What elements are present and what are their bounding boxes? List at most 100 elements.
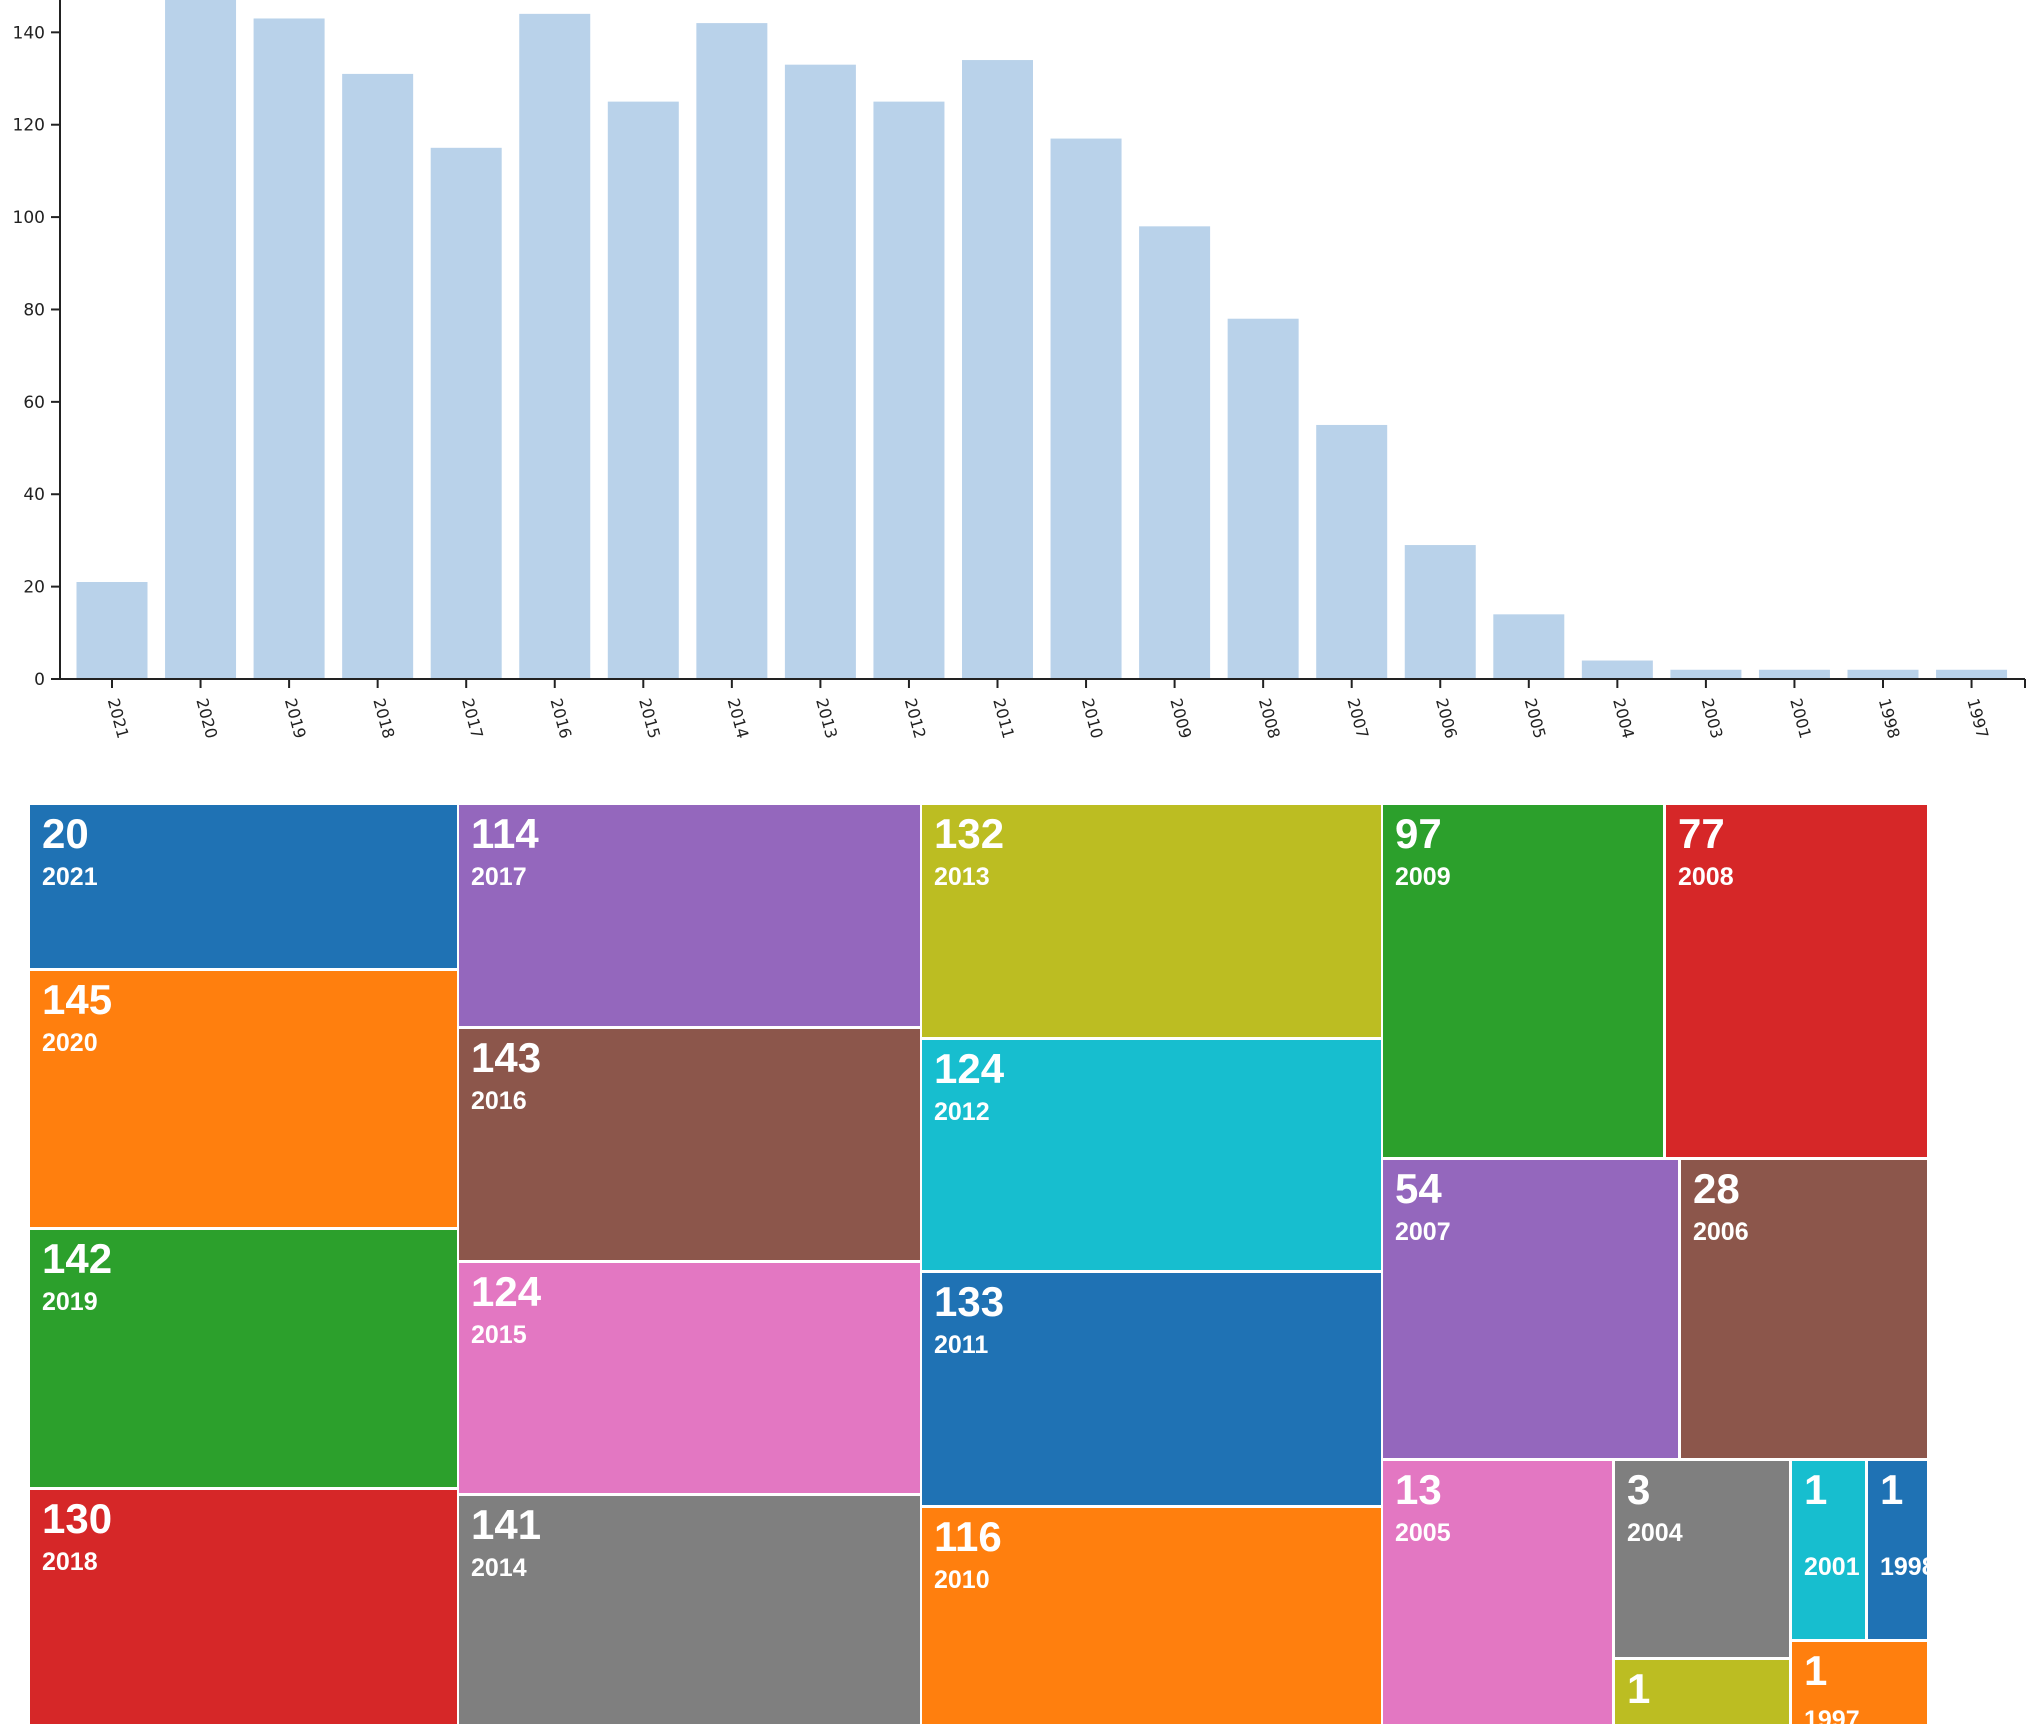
treemap-cell-1998: 1 1998 xyxy=(1868,1461,1927,1639)
treemap-cell-2013: 132 2013 xyxy=(922,805,1381,1037)
treemap-cell-value: 133 xyxy=(934,1278,1005,1325)
x-tick-label-2001: 2001 xyxy=(1786,696,1815,740)
x-tick-label-2008: 2008 xyxy=(1255,696,1284,740)
treemap: 20 2021 145 2020 142 2019 130 2018 114 2017 143 201… xyxy=(0,795,2030,1724)
x-tick-label-2019: 2019 xyxy=(281,696,310,740)
treemap-cell-year: 2008 xyxy=(1678,863,1734,891)
treemap-cell-year: 2001 xyxy=(1804,1553,1860,1581)
y-tick-label-40: 40 xyxy=(23,485,45,505)
bar-2003 xyxy=(1670,669,1742,679)
treemap-cell-value: 97 xyxy=(1395,810,1442,857)
x-tick-label-2017: 2017 xyxy=(458,696,487,740)
treemap-cell-value: 1 xyxy=(1804,1647,1828,1694)
treemap-cell-2003: 12003 xyxy=(1615,1660,1789,1724)
treemap-cell-2009: 97 2009 xyxy=(1383,805,1663,1157)
bar-2004 xyxy=(1581,660,1653,679)
treemap-cell-year: 2018 xyxy=(42,1548,98,1576)
x-tick-label-2003: 2003 xyxy=(1698,696,1727,740)
treemap-cell-year: 2019 xyxy=(42,1288,98,1316)
y-tick-label-20: 20 xyxy=(23,578,45,598)
treemap-cell-2012: 124 2012 xyxy=(922,1040,1381,1270)
treemap-cell-year: 2009 xyxy=(1395,863,1451,891)
treemap-cell-year: 2014 xyxy=(471,1554,527,1582)
treemap-cell-year: 2015 xyxy=(471,1321,527,1349)
bar-2013 xyxy=(784,64,856,679)
bar-1997 xyxy=(1936,669,2008,679)
y-tick-label-120: 120 xyxy=(13,116,45,136)
x-tick-label-2014: 2014 xyxy=(724,696,753,740)
treemap-cell-value: 28 xyxy=(1693,1165,1740,1212)
x-tick-label-1997: 1997 xyxy=(1963,696,1992,740)
treemap-cell-2006: 28 2006 xyxy=(1681,1160,1927,1458)
x-tick-label-2015: 2015 xyxy=(635,696,664,740)
treemap-cell-2017: 114 2017 xyxy=(459,805,920,1026)
treemap-cell-2016: 143 2016 xyxy=(459,1029,920,1260)
bar-2016 xyxy=(519,13,591,680)
treemap-cell-value: 1 xyxy=(1880,1466,1904,1513)
treemap-cell-value: 116 xyxy=(934,1513,1002,1560)
x-tick-label-2006: 2006 xyxy=(1432,696,1461,740)
treemap-cell-value: 77 xyxy=(1678,810,1725,857)
x-tick-label-2009: 2009 xyxy=(1166,696,1195,740)
bar-1998 xyxy=(1847,669,1919,679)
treemap-cell-value: 141 xyxy=(471,1501,542,1548)
treemap-cell-2004: 3 2004 xyxy=(1615,1461,1789,1657)
treemap-cell-2014: 141 2014 xyxy=(459,1496,920,1724)
treemap-cell-year: 2016 xyxy=(471,1087,527,1115)
treemap-cell-value: 13 xyxy=(1395,1466,1442,1513)
bar-2009 xyxy=(1139,226,1211,680)
treemap-cell-value: 124 xyxy=(471,1268,542,1315)
x-tick-label-2020: 2020 xyxy=(192,696,221,740)
bar-2019 xyxy=(253,18,325,679)
treemap-cell-value: 132 xyxy=(934,810,1005,857)
bar-2021 xyxy=(76,582,148,679)
treemap-cell-2018: 130 2018 xyxy=(30,1490,457,1724)
bar-2014 xyxy=(696,23,768,680)
bar-chart: 0 20 40 60 80 100 120 140 2021 2020 2019 2018 2017 20… xyxy=(13,0,2026,741)
treemap-cell-2005: 13 2005 xyxy=(1383,1461,1612,1724)
treemap-cell-value: 1 xyxy=(1804,1466,1828,1513)
bar-2017 xyxy=(430,147,502,680)
x-tick-label-2007: 2007 xyxy=(1343,696,1372,740)
treemap-cell-2021: 20 2021 xyxy=(30,805,457,968)
x-tick-label-2010: 2010 xyxy=(1078,696,1107,740)
treemap-cell-year: 2005 xyxy=(1395,1519,1451,1547)
treemap-cell-year: 2004 xyxy=(1627,1519,1683,1547)
treemap-cell-year: 2012 xyxy=(934,1098,990,1126)
treemap-cell-2010: 116 2010 xyxy=(922,1508,1381,1724)
treemap-cell-value: 142 xyxy=(42,1235,113,1282)
treemap-cell-value: 114 xyxy=(471,810,539,857)
treemap-cell-2011: 133 2011 xyxy=(922,1273,1381,1505)
treemap-cell-year: 1998 xyxy=(1880,1553,1927,1581)
treemap-cell-year: 2017 xyxy=(471,863,527,891)
x-tick-label-1998: 1998 xyxy=(1875,696,1904,740)
bar-2008 xyxy=(1227,318,1299,679)
x-tick-label-2005: 2005 xyxy=(1521,696,1550,740)
treemap-cell-2007: 54 2007 xyxy=(1383,1160,1678,1458)
bar-2001 xyxy=(1758,669,1830,679)
y-tick-label-80: 80 xyxy=(23,300,45,320)
bar-2007 xyxy=(1316,424,1388,679)
treemap-cell-2015: 124 2015 xyxy=(459,1263,920,1493)
treemap-cell-2019: 142 2019 xyxy=(30,1230,457,1487)
treemap-cell-year: 2006 xyxy=(1693,1218,1749,1246)
bar-2010 xyxy=(1050,138,1122,680)
treemap-cell-value: 1 xyxy=(1627,1665,1651,1712)
treemap-cell-value: 20 xyxy=(42,810,89,857)
bar-2015 xyxy=(607,101,679,680)
bar-2005 xyxy=(1493,614,1565,679)
x-tick-label-2018: 2018 xyxy=(369,696,398,740)
treemap-cell-year: 2020 xyxy=(42,1029,98,1057)
bar-2020 xyxy=(165,0,237,679)
treemap-cell-2008: 77 2008 xyxy=(1666,805,1927,1157)
x-tick-label-2004: 2004 xyxy=(1609,696,1638,740)
x-tick-label-2021: 2021 xyxy=(104,696,133,740)
treemap-cell-value: 143 xyxy=(471,1034,542,1081)
treemap-cell-value: 54 xyxy=(1395,1165,1442,1212)
treemap-cell-value: 3 xyxy=(1627,1466,1651,1513)
treemap-cell-value: 124 xyxy=(934,1045,1005,1092)
treemap-cell-year: 1997 xyxy=(1804,1706,1860,1724)
y-tick-label-0: 0 xyxy=(34,670,45,690)
x-tick-label-2016: 2016 xyxy=(547,696,576,740)
x-tick-label-2011: 2011 xyxy=(989,696,1018,740)
